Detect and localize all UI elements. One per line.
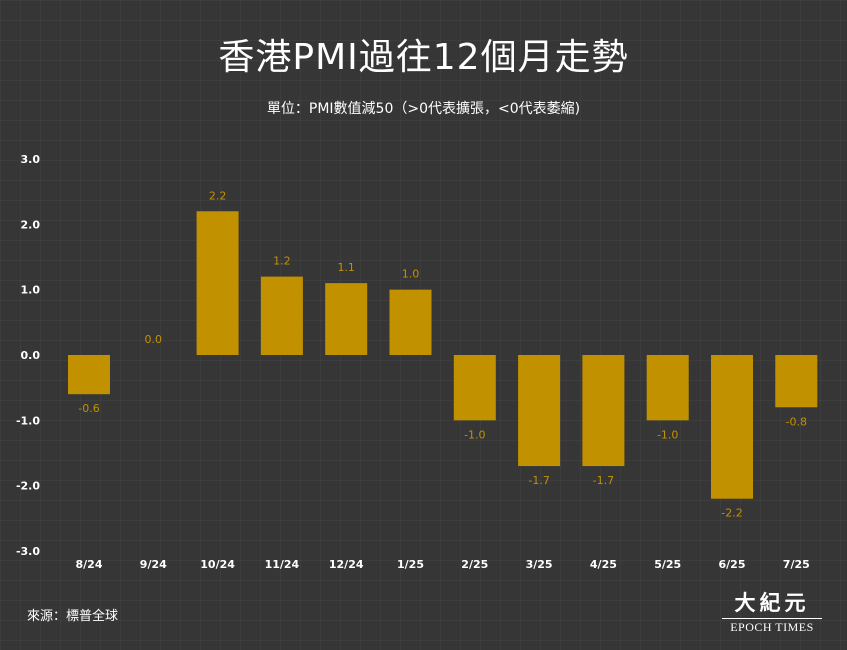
data-label: -0.8	[786, 415, 807, 428]
chart-title: 香港PMI過往12個月走勢	[218, 37, 629, 78]
x-tick-label: 11/24	[265, 558, 300, 571]
x-tick-label: 9/24	[140, 558, 167, 571]
x-tick-label: 1/25	[397, 558, 424, 571]
data-label: 0.0	[145, 333, 163, 346]
bar-7-25	[775, 355, 818, 408]
x-tick-label: 5/25	[654, 558, 681, 571]
x-tick-label: 12/24	[329, 558, 364, 571]
x-tick-label: 6/25	[719, 558, 746, 571]
y-axis: 3.0 2.0 1.0 0.0 -1.0 -2.0 -3.0	[16, 153, 40, 558]
data-label: -0.6	[78, 402, 99, 415]
data-label: -1.7	[593, 474, 614, 487]
data-label: -1.0	[464, 428, 485, 441]
data-label: -2.2	[721, 507, 742, 520]
source-note: 來源：標普全球	[27, 609, 119, 624]
bar-series	[68, 211, 818, 499]
x-tick-label: 8/24	[76, 558, 103, 571]
x-tick-label: 3/25	[526, 558, 553, 571]
bar-3-25	[518, 355, 561, 467]
y-tick-label: -2.0	[16, 480, 40, 493]
y-tick-label: 0.0	[21, 349, 41, 362]
x-axis: 8/24 9/24 10/24 11/24 12/24 1/25 2/25 3/25 4/25 5…	[76, 558, 810, 571]
y-tick-label: 2.0	[21, 218, 41, 231]
x-tick-label: 7/25	[783, 558, 810, 571]
x-tick-label: 2/25	[461, 558, 488, 571]
epoch-times-logo: 大紀元 EPOCH TIMES	[722, 590, 822, 638]
bar-1-25	[389, 289, 432, 355]
data-label: 2.2	[209, 189, 227, 202]
chart-subtitle: 單位：PMI數值減50（>0代表擴張，<0代表萎縮)	[266, 101, 581, 117]
bar-2-25	[453, 355, 496, 421]
data-label: 1.2	[273, 255, 291, 268]
bar-10-24	[196, 211, 239, 355]
data-label: -1.7	[528, 474, 549, 487]
bar-5-25	[646, 355, 689, 421]
data-label: 1.0	[402, 268, 420, 281]
bar-11-24	[260, 276, 303, 355]
y-tick-label: -3.0	[16, 545, 40, 558]
x-tick-label: 4/25	[590, 558, 617, 571]
x-tick-label: 10/24	[200, 558, 235, 571]
bar-12-24	[325, 283, 368, 355]
bar-8-24	[68, 355, 110, 395]
y-tick-label: 1.0	[21, 284, 41, 297]
y-tick-label: -1.0	[16, 414, 40, 427]
bar-6-25	[711, 355, 753, 499]
value-labels: -0.6 0.0 2.2 1.2 1.1 1.0 -1.0 -1.7 -1.7 -1.0 -2.2 -…	[78, 189, 807, 519]
logo-english-text: EPOCH TIMES	[722, 618, 822, 635]
bar-4-25	[582, 355, 625, 467]
y-tick-label: 3.0	[21, 153, 41, 166]
data-label: 1.1	[337, 261, 355, 274]
data-label: -1.0	[657, 428, 678, 441]
logo-chinese-text: 大紀元	[734, 590, 810, 615]
